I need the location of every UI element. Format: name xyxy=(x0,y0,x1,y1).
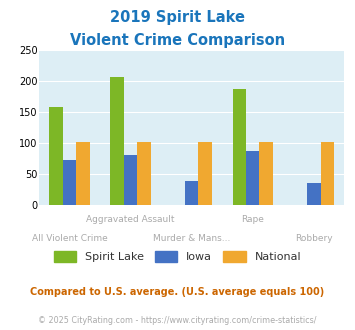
Bar xyxy=(198,142,212,205)
Text: Rape: Rape xyxy=(241,214,264,223)
Bar xyxy=(307,183,321,205)
Bar xyxy=(246,150,260,205)
Text: Murder & Mans...: Murder & Mans... xyxy=(153,234,230,243)
Bar xyxy=(49,107,63,205)
Bar xyxy=(233,89,246,205)
Bar xyxy=(63,160,76,205)
Bar xyxy=(185,181,198,205)
Bar xyxy=(124,155,137,205)
Bar xyxy=(260,142,273,205)
Text: © 2025 CityRating.com - https://www.cityrating.com/crime-statistics/: © 2025 CityRating.com - https://www.city… xyxy=(38,315,317,325)
Text: Robbery: Robbery xyxy=(295,234,333,243)
Bar xyxy=(321,142,334,205)
Bar xyxy=(110,78,124,205)
Text: Violent Crime Comparison: Violent Crime Comparison xyxy=(70,33,285,48)
Text: Aggravated Assault: Aggravated Assault xyxy=(86,214,175,223)
Bar xyxy=(76,142,90,205)
Bar xyxy=(137,142,151,205)
Text: 2019 Spirit Lake: 2019 Spirit Lake xyxy=(110,10,245,25)
Text: All Violent Crime: All Violent Crime xyxy=(32,234,108,243)
Text: Compared to U.S. average. (U.S. average equals 100): Compared to U.S. average. (U.S. average … xyxy=(31,287,324,297)
Legend: Spirit Lake, Iowa, National: Spirit Lake, Iowa, National xyxy=(49,247,306,267)
